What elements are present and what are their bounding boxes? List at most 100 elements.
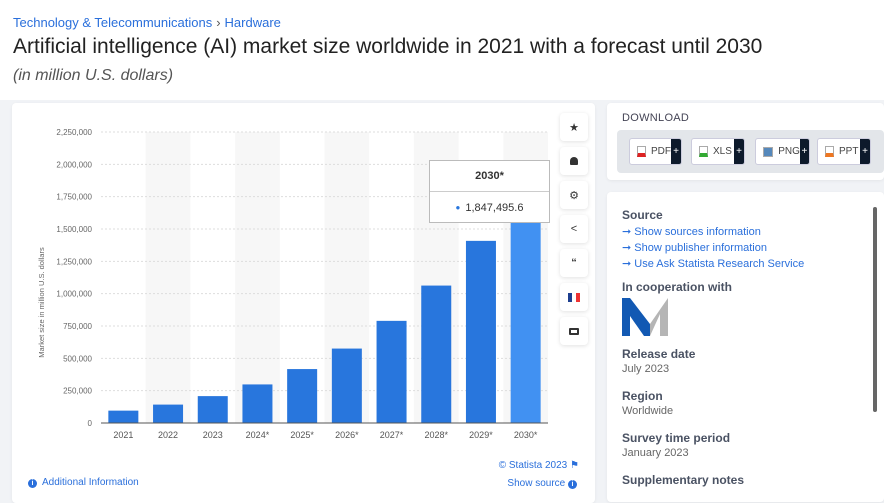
supplementary-notes-title: Supplementary notes: [622, 473, 745, 487]
show-source-link[interactable]: Show source i: [507, 478, 582, 489]
y-axis-label: Market size in million U.S. dollars: [37, 247, 46, 358]
png-icon: [763, 146, 774, 157]
download-title: DOWNLOAD: [622, 112, 690, 124]
info-icon: i: [568, 480, 577, 489]
bar-2024*: [242, 384, 273, 423]
bar-2028*: [421, 285, 452, 423]
bar-2023: [197, 396, 228, 423]
french-flag-icon: [568, 292, 580, 302]
y-tick-label: 0: [88, 419, 93, 428]
bar-2029*: [465, 240, 496, 423]
download-bar: PDF + XLS + PNG + PPT +: [617, 130, 884, 173]
png-label: PNG: [778, 146, 800, 157]
x-tick-label: 2027*: [380, 430, 404, 440]
y-tick-label: 750,000: [63, 322, 92, 331]
quote-icon: “: [571, 257, 577, 269]
survey-period-title: Survey time period: [622, 431, 731, 445]
chart-card: 0 250,000 500,000 750,000 1,000,000 1,250,000…: [12, 103, 595, 503]
favorite-button[interactable]: ★: [560, 113, 588, 141]
survey-period-value: January 2023: [622, 447, 689, 459]
info-icon: i: [28, 479, 37, 488]
region-value: Worldwide: [622, 405, 674, 417]
gear-icon: ⚙: [569, 189, 579, 202]
column-stripe: [235, 132, 280, 423]
x-tick-label: 2024*: [246, 430, 270, 440]
page-subtitle: (in million U.S. dollars): [13, 67, 174, 84]
download-png-button[interactable]: PNG +: [755, 138, 810, 165]
bar-2021: [108, 410, 139, 423]
ppt-icon: [825, 146, 834, 157]
language-button[interactable]: [560, 283, 588, 311]
release-date-value: July 2023: [622, 363, 670, 375]
star-icon: ★: [569, 121, 579, 134]
credit-text: © Statista 2023: [498, 460, 568, 471]
tooltip-value: 1,847,495.6: [465, 201, 524, 214]
share-icon: <: [570, 223, 578, 235]
link-text: Show publisher information: [634, 242, 767, 254]
plus-icon[interactable]: +: [799, 139, 809, 164]
download-xls-button[interactable]: XLS +: [691, 138, 745, 165]
settings-button[interactable]: ⚙: [560, 181, 588, 209]
x-tick-label: 2022: [158, 430, 178, 440]
y-tick-label: 1,000,000: [56, 290, 92, 299]
bar-2025*: [287, 369, 318, 423]
x-tick-label: 2021: [113, 430, 133, 440]
ask-statista-link[interactable]: ➞ Use Ask Statista Research Service: [622, 258, 805, 270]
download-card: DOWNLOAD PDF + XLS + PNG + PPT +: [607, 103, 884, 180]
y-tick-label: 1,500,000: [56, 225, 92, 234]
x-tick-label: 2026*: [335, 430, 359, 440]
link-text: Show sources information: [634, 226, 761, 238]
breadcrumb: Technology & Telecommunications › Hardware: [13, 15, 281, 30]
scrollbar[interactable]: [873, 207, 877, 412]
additional-information-link[interactable]: i Additional Information: [28, 477, 139, 488]
download-pdf-button[interactable]: PDF +: [629, 138, 682, 165]
notification-button[interactable]: [560, 147, 588, 175]
y-tick-label: 2,000,000: [56, 160, 92, 169]
release-date-title: Release date: [622, 347, 696, 361]
plus-icon[interactable]: +: [734, 139, 744, 164]
y-tick-label: 2,250,000: [56, 128, 92, 137]
chart-tooltip: 2030* ● 1,847,495.6: [429, 160, 550, 223]
bar-2027*: [376, 320, 407, 423]
print-button[interactable]: [560, 317, 588, 345]
x-tick-label: 2029*: [469, 430, 493, 440]
tooltip-dot: ●: [455, 203, 461, 212]
breadcrumb-technology[interactable]: Technology & Telecommunications: [13, 15, 213, 30]
pdf-label: PDF: [651, 146, 671, 157]
bar-2022: [153, 404, 184, 423]
xls-label: XLS: [713, 146, 732, 157]
region-title: Region: [622, 389, 663, 403]
bar-2030*: [510, 184, 541, 423]
show-publisher-link[interactable]: ➞ Show publisher information: [622, 242, 767, 254]
info-card: Source ➞ Show sources information ➞ Show…: [607, 192, 884, 502]
x-tick-label: 2023: [203, 430, 223, 440]
pdf-icon: [637, 146, 646, 157]
plus-icon[interactable]: +: [860, 139, 870, 164]
bar-chart: 0 250,000 500,000 750,000 1,000,000 1,250,000…: [37, 128, 548, 440]
additional-info-text: Additional Information: [42, 477, 139, 488]
print-icon: [569, 327, 579, 335]
x-tick-label: 2025*: [290, 430, 314, 440]
plus-icon[interactable]: +: [671, 139, 681, 164]
bar-2026*: [331, 348, 362, 423]
show-source-text: Show source: [507, 478, 566, 489]
download-ppt-button[interactable]: PPT +: [817, 138, 871, 165]
y-tick-label: 1,250,000: [56, 257, 92, 266]
source-title: Source: [622, 208, 663, 222]
x-tick-label: 2028*: [424, 430, 448, 440]
x-tick-label: 2030*: [514, 430, 538, 440]
bell-icon: [570, 157, 578, 165]
cite-button[interactable]: “: [560, 249, 588, 277]
partner-logo: [622, 298, 668, 336]
y-tick-label: 1,750,000: [56, 193, 92, 202]
breadcrumb-hardware[interactable]: Hardware: [224, 15, 281, 30]
y-tick-label: 250,000: [63, 387, 92, 396]
statista-credit[interactable]: © Statista 2023 ⚑: [499, 460, 579, 471]
breadcrumb-separator: ›: [216, 15, 221, 30]
share-button[interactable]: <: [560, 215, 588, 243]
xls-icon: [699, 146, 708, 157]
show-sources-link[interactable]: ➞ Show sources information: [622, 226, 761, 238]
column-stripe: [145, 132, 191, 423]
link-text: Use Ask Statista Research Service: [634, 258, 805, 270]
cooperation-title: In cooperation with: [622, 280, 732, 294]
